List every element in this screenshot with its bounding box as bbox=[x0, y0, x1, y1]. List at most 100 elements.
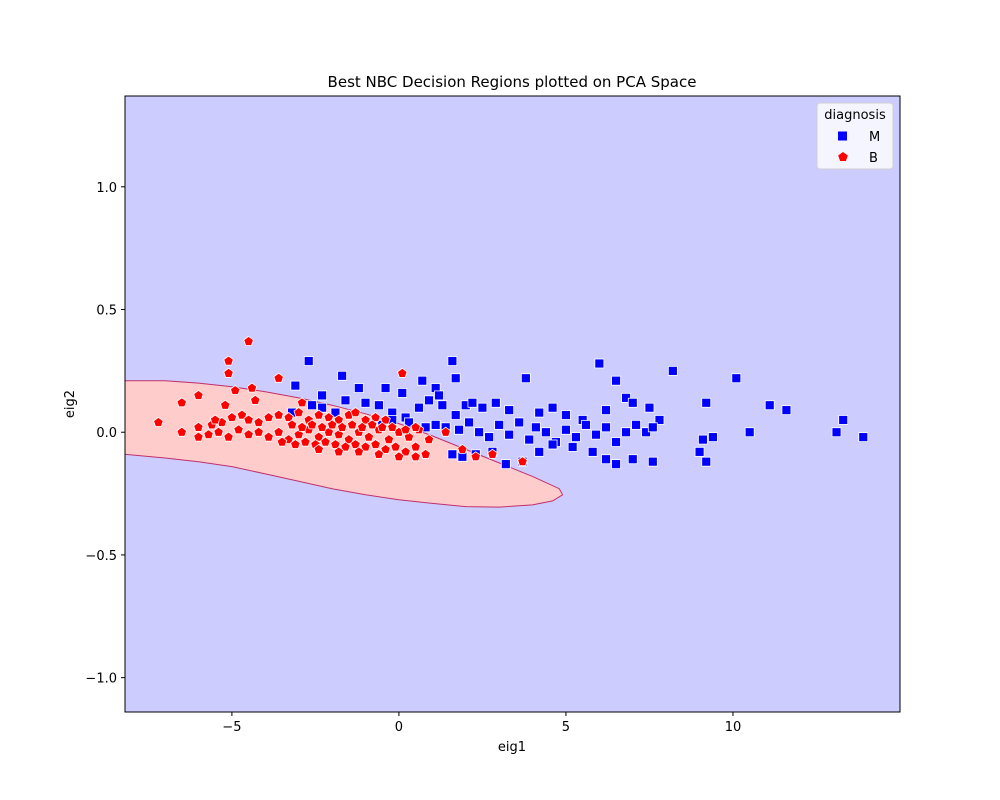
point-b bbox=[223, 355, 234, 366]
point-m bbox=[474, 427, 484, 438]
point-m bbox=[467, 397, 478, 408]
point-m bbox=[611, 375, 621, 386]
point-b bbox=[193, 421, 204, 432]
point-m bbox=[831, 427, 842, 438]
point-m bbox=[601, 422, 611, 433]
point-m bbox=[594, 358, 605, 369]
point-b bbox=[243, 414, 254, 425]
point-b bbox=[370, 439, 381, 449]
point-b bbox=[380, 443, 391, 454]
point-m bbox=[417, 375, 428, 386]
legend-label-m: M bbox=[869, 130, 880, 145]
point-b bbox=[153, 416, 164, 427]
x-tick-label: 0 bbox=[395, 720, 403, 735]
point-m bbox=[701, 397, 712, 408]
point-b bbox=[400, 446, 411, 457]
point-b bbox=[387, 421, 398, 432]
y-tick-label: −1.0 bbox=[85, 672, 117, 687]
point-b bbox=[390, 441, 401, 452]
point-m bbox=[434, 390, 444, 401]
point-m bbox=[547, 402, 558, 413]
point-m bbox=[581, 419, 591, 430]
chart-title: Best NBC Decision Regions plotted on PCA… bbox=[328, 73, 697, 91]
point-b bbox=[333, 414, 344, 425]
point-b bbox=[373, 448, 385, 459]
point-b bbox=[330, 439, 341, 449]
point-b bbox=[236, 409, 248, 420]
point-m bbox=[591, 429, 601, 440]
legend-title: diagnosis bbox=[824, 108, 886, 123]
point-m bbox=[571, 432, 581, 443]
point-b bbox=[203, 429, 214, 440]
y-tick-label: −0.5 bbox=[85, 549, 117, 564]
point-m bbox=[547, 439, 558, 450]
point-m bbox=[464, 417, 474, 428]
point-b bbox=[226, 412, 238, 422]
point-b bbox=[313, 409, 324, 420]
point-m bbox=[490, 397, 501, 408]
point-b bbox=[213, 426, 224, 437]
point-m bbox=[290, 380, 301, 391]
point-b bbox=[273, 426, 284, 437]
point-m bbox=[694, 446, 705, 457]
point-b bbox=[377, 421, 388, 432]
point-b bbox=[326, 419, 338, 430]
y-axis-label: eig2 bbox=[63, 390, 78, 418]
point-b bbox=[383, 434, 395, 444]
point-m bbox=[627, 454, 638, 465]
point-b bbox=[263, 431, 274, 442]
point-m bbox=[731, 373, 742, 384]
point-b bbox=[350, 439, 361, 449]
point-b bbox=[296, 421, 308, 432]
point-m bbox=[494, 419, 505, 430]
point-m bbox=[454, 424, 464, 435]
point-b bbox=[230, 385, 241, 395]
point-m bbox=[317, 390, 327, 401]
point-m bbox=[504, 405, 515, 416]
point-m bbox=[447, 356, 458, 366]
point-m bbox=[561, 410, 571, 420]
point-m bbox=[611, 437, 621, 447]
point-b bbox=[313, 431, 324, 442]
point-b bbox=[176, 397, 187, 408]
point-b bbox=[350, 407, 361, 417]
point-m bbox=[534, 407, 545, 418]
point-b bbox=[487, 448, 498, 459]
point-m bbox=[504, 429, 515, 440]
legend-marker-b bbox=[838, 152, 848, 161]
point-b bbox=[293, 429, 304, 440]
legend-marker-m bbox=[838, 131, 847, 141]
point-b bbox=[286, 419, 298, 430]
point-b bbox=[333, 429, 344, 440]
point-b bbox=[306, 419, 318, 430]
point-b bbox=[293, 407, 304, 417]
point-b bbox=[246, 382, 258, 393]
point-m bbox=[667, 365, 678, 376]
point-b bbox=[193, 389, 204, 400]
point-b bbox=[233, 424, 244, 435]
point-b bbox=[250, 394, 261, 405]
point-m bbox=[530, 422, 541, 433]
point-m bbox=[701, 456, 712, 467]
point-m bbox=[838, 415, 849, 425]
point-b bbox=[356, 421, 368, 432]
point-b bbox=[353, 446, 365, 457]
point-b bbox=[440, 426, 451, 437]
point-b bbox=[403, 431, 415, 442]
point-m bbox=[380, 383, 391, 393]
point-b bbox=[276, 436, 288, 447]
point-m bbox=[641, 427, 652, 438]
point-m bbox=[303, 356, 314, 366]
point-b bbox=[253, 416, 264, 427]
point-b bbox=[313, 443, 324, 454]
point-m bbox=[450, 373, 461, 384]
point-m bbox=[587, 446, 598, 457]
x-tick-label: 5 bbox=[562, 720, 570, 735]
point-m bbox=[397, 388, 408, 398]
point-b bbox=[243, 335, 254, 346]
point-b bbox=[410, 441, 421, 452]
point-m bbox=[514, 417, 525, 428]
point-m bbox=[477, 402, 488, 413]
point-m bbox=[601, 405, 611, 416]
point-m bbox=[373, 400, 384, 411]
